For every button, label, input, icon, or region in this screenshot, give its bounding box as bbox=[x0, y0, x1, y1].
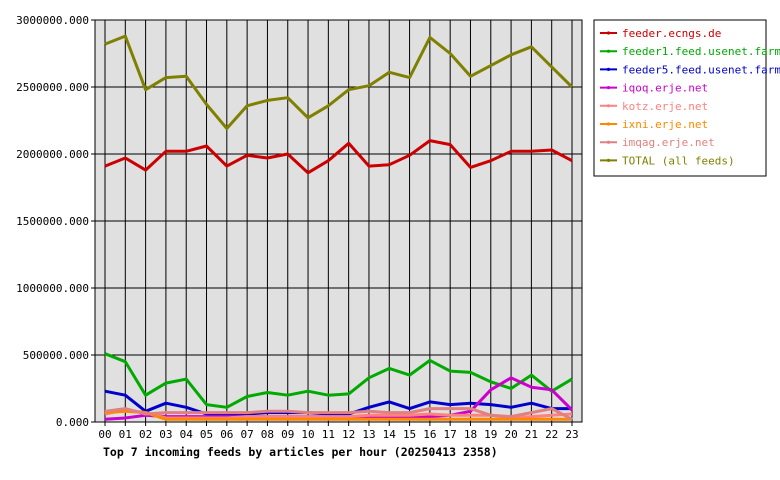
x-tick-label: 22 bbox=[545, 428, 558, 441]
legend-label: feeder5.feed.usenet.farm bbox=[622, 63, 780, 76]
series-line bbox=[104, 352, 573, 409]
legend-box bbox=[593, 19, 767, 177]
y-tick-label: 500000.000 bbox=[23, 349, 89, 362]
x-tick-label: 09 bbox=[281, 428, 294, 441]
series-line bbox=[104, 407, 573, 421]
x-tick-label: 02 bbox=[139, 428, 152, 441]
y-axis-ticks: 0.000 500000.000 1000000.000 1500000.000 200… bbox=[16, 14, 95, 429]
x-tick-label: 05 bbox=[200, 428, 213, 441]
legend-marker bbox=[606, 158, 611, 162]
y-tick-label: 1500000.000 bbox=[16, 215, 89, 228]
y-tick-label: 3000000.000 bbox=[16, 14, 89, 27]
y-tick-label: 2500000.000 bbox=[16, 81, 89, 94]
x-axis-ticks: 00 01 02 03 04 05 06 07 08 09 10 11 12 13 14 15 16 17 18 19… bbox=[98, 422, 579, 441]
series-lines bbox=[104, 34, 574, 421]
series-line bbox=[104, 139, 573, 175]
x-tick-label: 16 bbox=[423, 428, 436, 441]
x-tick-label: 03 bbox=[159, 428, 172, 441]
x-tick-label: 11 bbox=[322, 428, 335, 441]
x-tick-label: 14 bbox=[383, 428, 397, 441]
x-tick-label: 08 bbox=[261, 428, 274, 441]
legend-label: imqag.erje.net bbox=[622, 136, 715, 149]
x-tick-label: 12 bbox=[342, 428, 355, 441]
legend-marker bbox=[606, 31, 611, 35]
x-tick-label: 06 bbox=[220, 428, 233, 441]
legend-label: TOTAL (all feeds) bbox=[622, 154, 735, 167]
legend-marker bbox=[606, 140, 611, 144]
legend-marker bbox=[606, 86, 611, 90]
x-tick-label: 23 bbox=[565, 428, 578, 441]
x-tick-label: 00 bbox=[98, 428, 111, 441]
x-tick-label: 13 bbox=[362, 428, 375, 441]
legend-label: kotz.erje.net bbox=[622, 100, 708, 113]
legend-marker bbox=[606, 49, 611, 53]
y-tick-label: 1000000.000 bbox=[16, 282, 89, 295]
legend-marker bbox=[606, 122, 611, 126]
y-tick-label: 0.000 bbox=[56, 416, 89, 429]
legend-marker bbox=[606, 67, 611, 71]
x-tick-label: 10 bbox=[301, 428, 314, 441]
x-tick-label: 15 bbox=[403, 428, 416, 441]
x-tick-label: 21 bbox=[525, 428, 538, 441]
x-tick-label: 18 bbox=[464, 428, 477, 441]
y-tick-label: 2000000.000 bbox=[16, 148, 89, 161]
legend-marker bbox=[606, 104, 611, 108]
x-tick-label: 20 bbox=[504, 428, 517, 441]
x-tick-label: 04 bbox=[180, 428, 194, 441]
x-tick-label: 17 bbox=[444, 428, 457, 441]
legend-label: ixni.erje.net bbox=[622, 118, 708, 131]
chart-caption: Top 7 incoming feeds by articles per hou… bbox=[103, 445, 498, 459]
series-line bbox=[104, 34, 574, 130]
x-tick-label: 19 bbox=[484, 428, 497, 441]
legend: feeder.ecngs.de feeder1.feed.usenet.farm f… bbox=[593, 19, 780, 177]
series-line bbox=[104, 409, 572, 421]
x-tick-label: 07 bbox=[241, 428, 254, 441]
legend-label: iqoq.erje.net bbox=[622, 82, 708, 95]
legend-label: feeder.ecngs.de bbox=[622, 27, 721, 40]
x-tick-label: 01 bbox=[119, 428, 132, 441]
legend-label: feeder1.feed.usenet.farm bbox=[622, 45, 780, 58]
